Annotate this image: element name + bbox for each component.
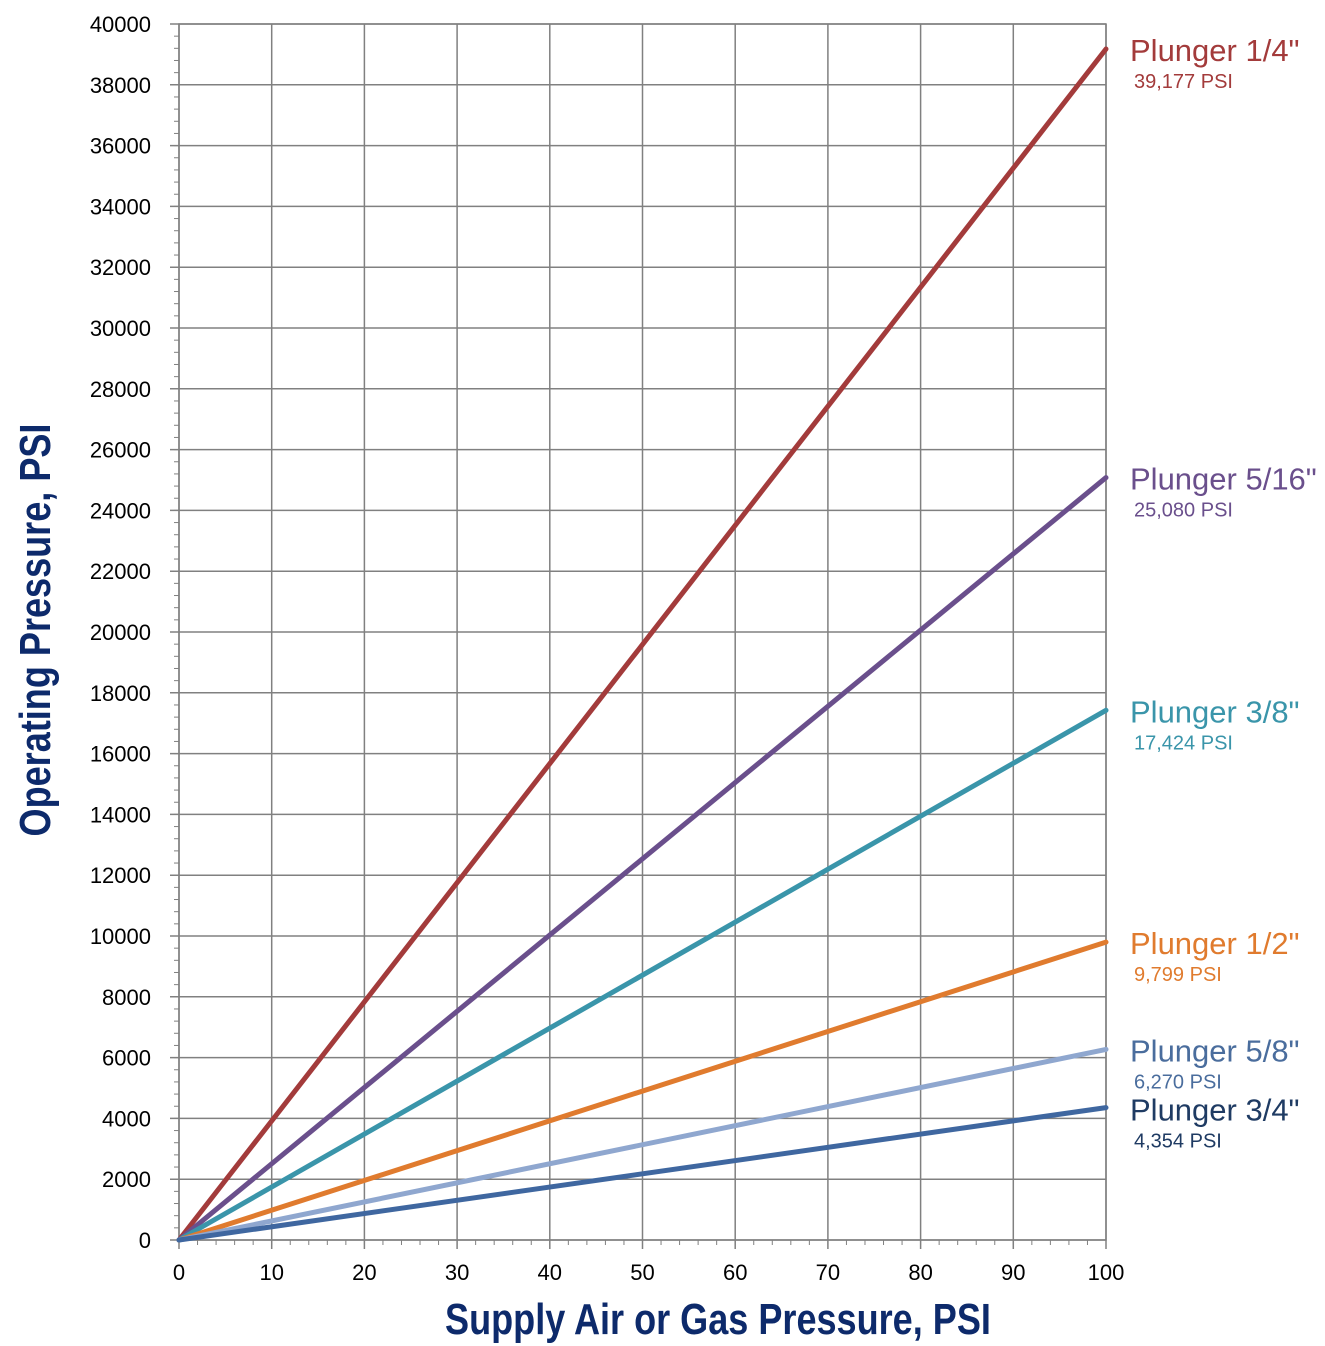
x-tick-label: 30 bbox=[445, 1260, 469, 1285]
series-line bbox=[176, 1105, 1109, 1243]
series-value-label: 4,354 PSI bbox=[1134, 1130, 1222, 1152]
x-tick-label: 20 bbox=[352, 1260, 376, 1285]
series-value-label: 17,424 PSI bbox=[1134, 732, 1233, 754]
x-tick-label: 80 bbox=[908, 1260, 932, 1285]
y-axis-title: Operating Pressure, PSI bbox=[11, 424, 60, 837]
y-tick-label: 18000 bbox=[90, 681, 151, 706]
y-tick-label: 28000 bbox=[90, 377, 151, 402]
x-axis-title: Supply Air or Gas Pressure, PSI bbox=[445, 1295, 991, 1344]
y-tick-label: 22000 bbox=[90, 559, 151, 584]
x-tick-label: 40 bbox=[538, 1260, 562, 1285]
series-name-label: Plunger 3/8" bbox=[1130, 694, 1300, 729]
x-tick-label: 0 bbox=[173, 1260, 185, 1285]
y-tick-label: 8000 bbox=[102, 985, 151, 1010]
y-tick-label: 16000 bbox=[90, 742, 151, 767]
y-tick-label: 32000 bbox=[90, 255, 151, 280]
y-tick-label: 40000 bbox=[90, 12, 151, 37]
series-value-label: 25,080 PSI bbox=[1134, 500, 1233, 522]
y-tick-label: 2000 bbox=[102, 1167, 151, 1192]
y-tick-label: 0 bbox=[139, 1228, 151, 1253]
y-tick-label: 4000 bbox=[102, 1106, 151, 1131]
x-tick-label: 10 bbox=[259, 1260, 283, 1285]
y-tick-label: 34000 bbox=[90, 194, 151, 219]
x-tick-label: 90 bbox=[1001, 1260, 1025, 1285]
series-line bbox=[176, 1046, 1109, 1243]
y-tick-label: 36000 bbox=[90, 134, 151, 159]
y-tick-label: 38000 bbox=[90, 73, 151, 98]
x-tick-label: 50 bbox=[630, 1260, 654, 1285]
series-line bbox=[176, 707, 1109, 1243]
series-value-label: 6,270 PSI bbox=[1134, 1071, 1222, 1093]
series-line bbox=[176, 939, 1109, 1243]
y-tick-label: 24000 bbox=[90, 498, 151, 523]
x-tick-label: 100 bbox=[1088, 1260, 1125, 1285]
series-value-label: 39,177 PSI bbox=[1134, 71, 1233, 93]
series-name-label: Plunger 3/4" bbox=[1130, 1092, 1300, 1127]
series-labels: Plunger 1/4" 39,177 PSI Plunger 5/16" 25,08… bbox=[1130, 33, 1317, 1152]
y-tick-label: 6000 bbox=[102, 1046, 151, 1071]
y-tick-label: 10000 bbox=[90, 924, 151, 949]
y-tick-label: 26000 bbox=[90, 438, 151, 463]
plot-border bbox=[178, 23, 1107, 1241]
x-tick-label: 70 bbox=[816, 1260, 840, 1285]
series-name-label: Plunger 1/2" bbox=[1130, 926, 1300, 961]
x-tick-label: 60 bbox=[723, 1260, 747, 1285]
series-line bbox=[176, 475, 1109, 1243]
series-line bbox=[176, 46, 1109, 1243]
y-tick-labels: 0 2000 4000 6000 8000 10000 12000 14000 16000 180… bbox=[90, 12, 151, 1253]
series-name-label: Plunger 1/4" bbox=[1130, 33, 1300, 68]
x-tick-labels: 0 10 20 30 40 50 60 70 80 90 100 bbox=[173, 1260, 1124, 1285]
series-lines bbox=[176, 46, 1109, 1243]
series-name-label: Plunger 5/16" bbox=[1130, 462, 1317, 497]
series-name-label: Plunger 5/8" bbox=[1130, 1033, 1300, 1068]
y-tick-label: 14000 bbox=[90, 802, 151, 827]
y-tick-label: 30000 bbox=[90, 316, 151, 341]
y-tick-label: 12000 bbox=[90, 863, 151, 888]
y-tick-label: 20000 bbox=[90, 620, 151, 645]
series-value-label: 9,799 PSI bbox=[1134, 964, 1222, 986]
